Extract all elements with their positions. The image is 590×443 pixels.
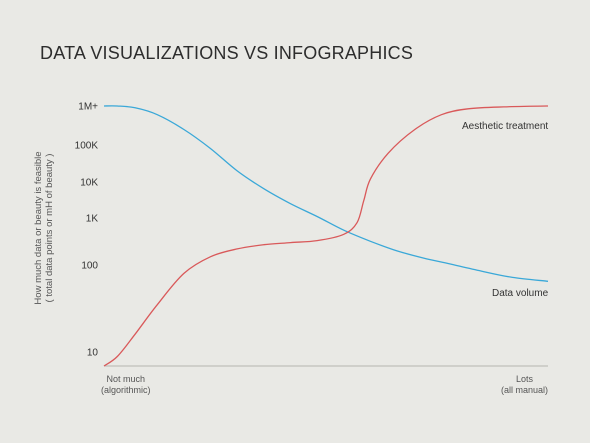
- series-lines: [103, 105, 549, 367]
- chart-title: DATA VISUALIZATIONS VS INFOGRAPHICS: [40, 43, 414, 63]
- y-tick-label: 10: [87, 348, 99, 359]
- x-axis-label-right-line-1: Lots: [515, 374, 533, 384]
- series-line: [103, 105, 549, 367]
- x-axis-label-left-line-1: Not much: [106, 374, 146, 384]
- series-label: Aesthetic treatment: [462, 121, 548, 132]
- y-tick-label: 10K: [80, 178, 98, 189]
- x-axis-label-right: Lots (all manual): [501, 374, 548, 396]
- y-tick-label: 100K: [75, 141, 99, 152]
- series-labels: Data volume Aesthetic treatment: [462, 121, 549, 299]
- x-axis-label-right-line-2: (all manual): [500, 385, 548, 395]
- y-tick-label: 1K: [86, 214, 99, 225]
- y-tick-label: 100: [81, 261, 98, 272]
- series-label: Data volume: [492, 288, 549, 299]
- y-axis-ticks: 10 100 1K 10K 100K 1M+: [75, 102, 99, 359]
- series-line: [103, 105, 549, 282]
- x-axis-label-left-line-2: (algorithmic): [101, 385, 151, 395]
- y-tick-label: 1M+: [78, 102, 98, 113]
- x-axis-label-left: Not much (algorithmic): [101, 374, 151, 396]
